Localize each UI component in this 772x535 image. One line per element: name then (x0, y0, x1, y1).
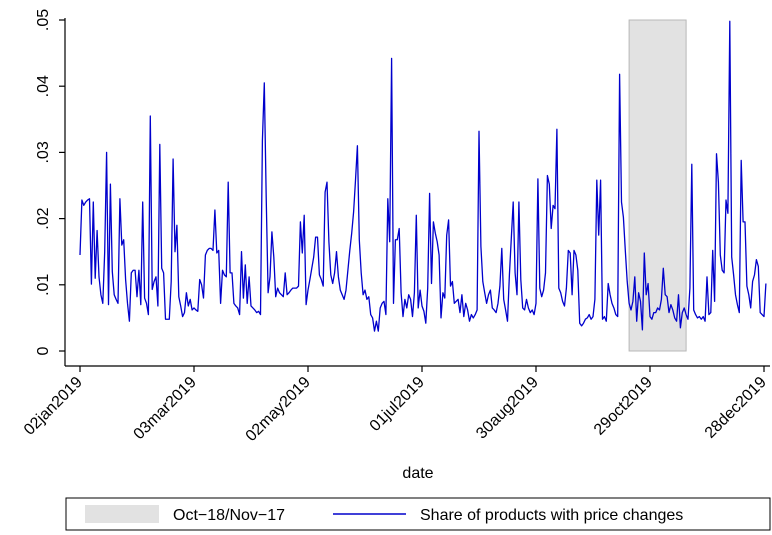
x-axis-title: date (402, 465, 433, 482)
legend-shade-label: Oct−18/Nov−17 (173, 507, 285, 524)
legend-box (65, 497, 771, 531)
y-tick-label-3: .03 (35, 141, 52, 163)
y-tick-layer: 0 .01 .02 .03 .04 .05 (35, 9, 65, 355)
legend-shade-swatch (85, 505, 159, 523)
legend: Oct−18/Nov−17 Share of products with pri… (65, 497, 771, 531)
y-tick-label-2: .02 (35, 207, 52, 229)
y-tick-label-4: .04 (35, 75, 52, 97)
y-tick-label-5: .05 (35, 9, 52, 31)
axes-layer (64, 18, 770, 367)
series-layer (79, 20, 767, 332)
y-tick-label-1: .01 (35, 274, 52, 296)
legend-line-label: Share of products with price changes (420, 507, 683, 524)
y-tick-label-0: 0 (35, 346, 52, 355)
series-line-0 (79, 20, 767, 332)
